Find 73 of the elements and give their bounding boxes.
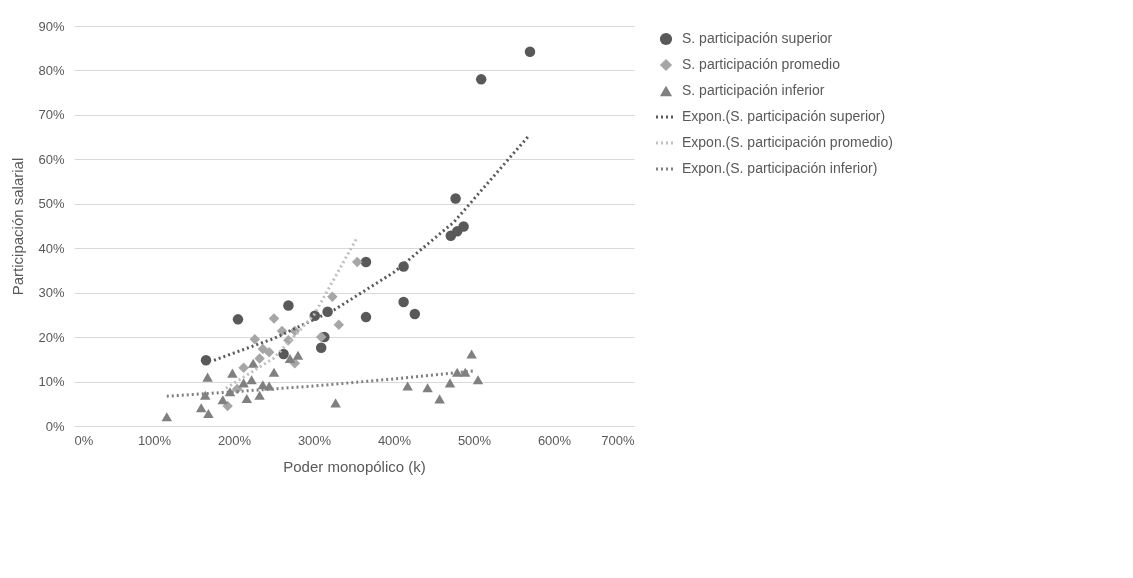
legend-label: Expon.(S. participación inferior) — [682, 160, 878, 176]
y-tick-label: 20% — [38, 329, 65, 345]
x-tick-label: 0% — [74, 432, 94, 448]
x-tick-label: 600% — [537, 432, 572, 448]
point — [276, 325, 288, 337]
point — [278, 348, 289, 360]
point — [402, 381, 413, 391]
legend-label: S. participación inferior — [682, 82, 825, 98]
point — [238, 362, 249, 374]
x-tick-label: 300% — [297, 432, 332, 448]
y-tick-label: 50% — [38, 196, 65, 212]
point — [254, 390, 265, 400]
point — [315, 331, 327, 343]
point — [398, 296, 409, 308]
point — [249, 334, 261, 345]
point — [257, 343, 269, 355]
point — [200, 354, 212, 366]
point — [315, 342, 327, 354]
legend-label: S. participación promedio — [682, 56, 841, 72]
point — [199, 390, 211, 400]
point — [238, 378, 249, 388]
point — [246, 375, 257, 385]
x-tick-label: 400% — [377, 432, 412, 448]
point — [268, 313, 280, 324]
y-tick-label: 30% — [38, 285, 65, 301]
legend-label: Expon.(S. participación promedio) — [682, 134, 893, 150]
x-tick-label: 200% — [217, 432, 252, 448]
point — [247, 358, 259, 368]
point — [360, 311, 372, 323]
y-tick-label: 80% — [38, 62, 65, 78]
point — [254, 353, 265, 364]
point — [472, 375, 484, 385]
point — [444, 378, 456, 388]
point — [351, 256, 363, 268]
point — [217, 395, 229, 405]
point — [202, 372, 213, 382]
point — [241, 393, 253, 403]
point — [459, 367, 471, 377]
point — [330, 398, 341, 408]
point — [327, 291, 338, 302]
legend-label: Expon.(S. participación superior) — [682, 108, 886, 124]
y-tick-label: 60% — [38, 151, 65, 167]
point — [284, 353, 296, 363]
point — [268, 367, 280, 377]
point — [434, 394, 445, 404]
point — [232, 314, 244, 325]
point — [283, 300, 294, 311]
legend-label: S. participación superior — [682, 30, 833, 46]
point — [195, 403, 207, 413]
point — [450, 193, 461, 204]
point — [292, 350, 304, 360]
x-tick-label: 700% — [601, 432, 635, 448]
x-axis-title: Poder monopólico (k) — [283, 457, 426, 475]
point — [466, 349, 477, 359]
y-tick-label: 40% — [38, 240, 65, 256]
point — [409, 308, 421, 320]
y-tick-label: 0% — [45, 418, 65, 434]
point — [333, 319, 345, 330]
x-tick-label: 100% — [137, 432, 172, 448]
point — [161, 412, 173, 422]
point — [524, 46, 536, 58]
x-tick-label: 500% — [457, 432, 492, 448]
y-tick-label: 10% — [38, 374, 65, 390]
point — [360, 256, 372, 268]
y-tick-label: 70% — [38, 107, 65, 123]
point — [475, 74, 487, 85]
point — [203, 409, 214, 419]
point — [263, 346, 275, 358]
point — [227, 368, 238, 378]
point — [451, 226, 463, 237]
point — [422, 383, 433, 393]
y-tick-label: 90% — [38, 18, 65, 34]
y-axis-title: Participación salarial — [9, 157, 27, 296]
